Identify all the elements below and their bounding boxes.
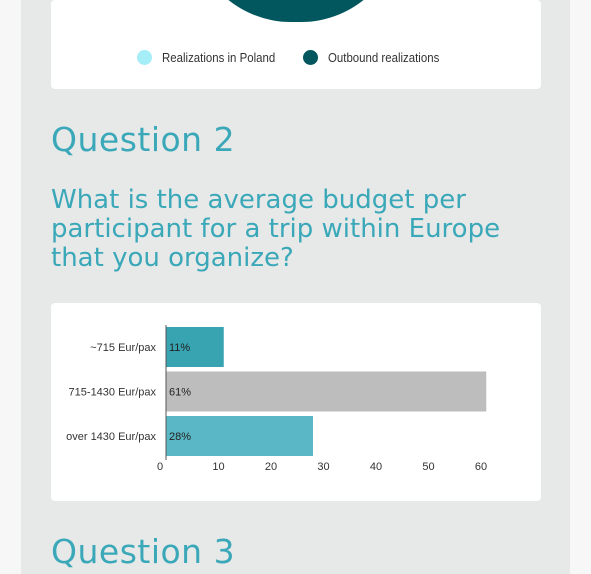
- data-label-2: 28%: [169, 431, 191, 443]
- legend-dot-outbound: [303, 50, 319, 65]
- x-tick-label-3: 30: [317, 461, 329, 473]
- question-2-heading: Question 2: [51, 120, 236, 159]
- x-tick-label-2: 20: [265, 461, 277, 473]
- data-label-0: 11%: [169, 342, 190, 354]
- category-label-0: ~715 Eur/pax: [90, 342, 156, 354]
- data-label-1: 61%: [169, 387, 191, 399]
- x-tick-label-0: 0: [157, 461, 163, 473]
- bar-0: [166, 327, 224, 367]
- bar-1: [166, 371, 487, 412]
- x-tick-label-6: 60: [475, 461, 487, 473]
- pie-chart-card: Realizations in Poland Outbound realizat…: [51, 0, 541, 89]
- question-3-heading: Question 3: [51, 532, 236, 571]
- x-tick-label-5: 50: [422, 461, 434, 473]
- legend-item-outbound: Outbound realizations: [303, 50, 454, 65]
- category-label-2: over 1430 Eur/pax: [66, 431, 156, 443]
- bar-chart-card: ~715 Eur/pax 11% 715-1430 Eur/pax 61% over 1…: [51, 303, 541, 501]
- legend-item-poland: Realizations in Poland: [137, 50, 291, 65]
- content-column: Realizations in Poland Outbound realizat…: [21, 0, 570, 574]
- pie-chart: [191, 0, 401, 22]
- legend-label-poland: Realizations in Poland: [162, 50, 276, 65]
- legend-dot-poland: [137, 50, 153, 65]
- pie-legend: Realizations in Poland Outbound realizat…: [51, 50, 541, 65]
- bar-2: [166, 416, 313, 456]
- question-2-text: What is the average budget per participa…: [51, 185, 501, 273]
- legend-label-outbound: Outbound realizations: [328, 50, 440, 65]
- bar-chart: ~715 Eur/pax 11% 715-1430 Eur/pax 61% over 1…: [66, 325, 487, 473]
- category-label-1: 715-1430 Eur/pax: [69, 387, 157, 399]
- x-tick-label-1: 10: [212, 461, 224, 473]
- x-tick-label-4: 40: [370, 461, 382, 473]
